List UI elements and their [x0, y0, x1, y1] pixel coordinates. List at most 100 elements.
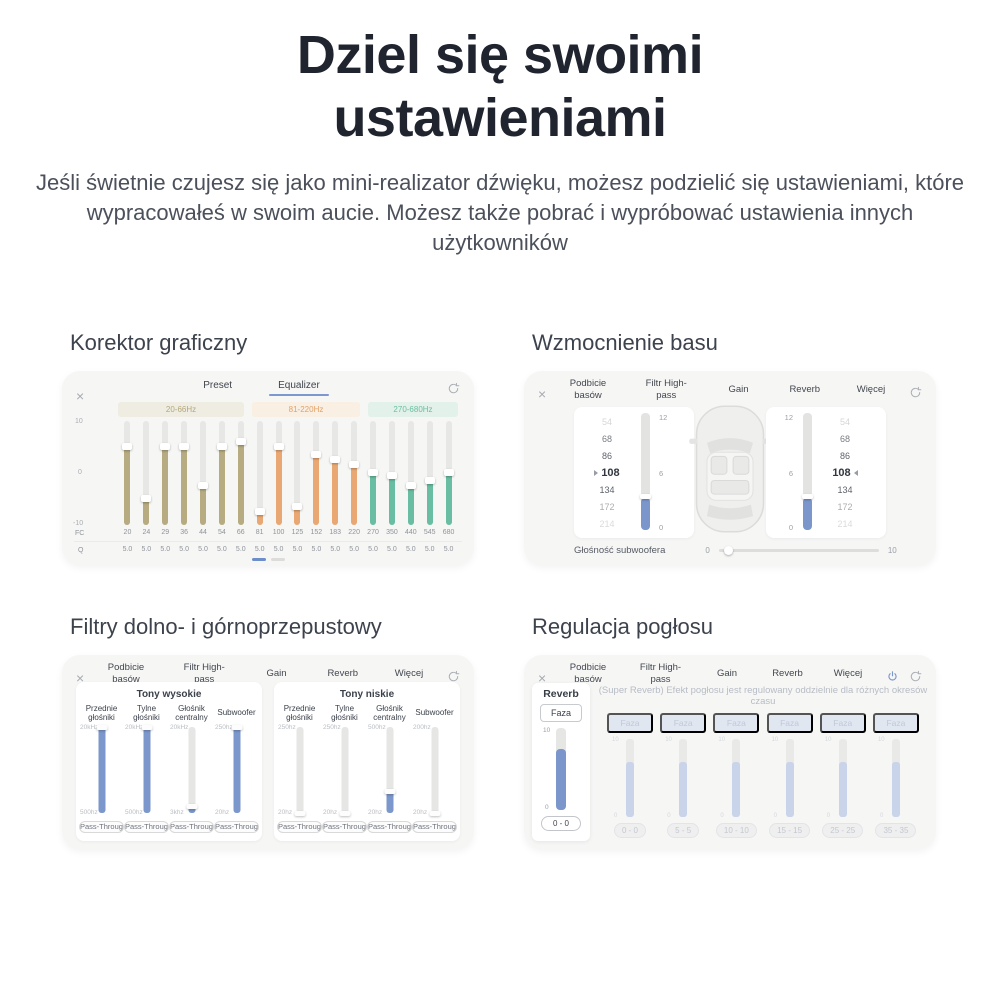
tab-wi-cej[interactable]: Więcej	[849, 384, 893, 401]
phase-button-disabled[interactable]: Faza	[660, 713, 707, 733]
tab-wi-cej[interactable]: Więcej	[387, 668, 431, 685]
eq-slider-track[interactable]	[349, 421, 360, 525]
pagination-dot[interactable]	[251, 558, 266, 561]
range-button-disabled[interactable]: 25 - 25	[822, 823, 864, 838]
tab-filtr-high-pass[interactable]: Filtr High-pass	[176, 662, 232, 690]
eq-slider-track[interactable]	[368, 421, 379, 525]
filter-slider[interactable]: 250hz 20hz	[277, 724, 322, 816]
level-slider[interactable]	[795, 413, 819, 532]
phase-button[interactable]: Faza	[540, 704, 582, 722]
slider-track[interactable]	[141, 725, 152, 813]
refresh-icon[interactable]	[447, 382, 460, 395]
eq-slider-handle[interactable]	[424, 476, 435, 484]
slider-track[interactable]	[785, 739, 794, 817]
slider-track[interactable]	[429, 727, 440, 816]
pass-through-button[interactable]: Pass-Through	[277, 821, 322, 833]
channel-slider[interactable]: 10 0	[659, 737, 707, 819]
close-icon[interactable]: ×	[76, 670, 85, 686]
eq-slider-track[interactable]	[160, 421, 171, 525]
slider-track[interactable]	[801, 413, 813, 530]
slider-handle[interactable]	[294, 811, 305, 816]
pagination-dot[interactable]	[270, 558, 285, 561]
eq-slider-handle[interactable]	[160, 443, 171, 450]
close-icon[interactable]: ×	[538, 386, 547, 402]
eq-slider-track[interactable]	[330, 421, 341, 525]
slider-handle[interactable]	[339, 811, 350, 816]
filter-slider[interactable]: 20kHz 3khz	[169, 724, 214, 816]
reverb-level-slider[interactable]: 10 0	[532, 726, 590, 812]
range-button-disabled[interactable]: 0 - 0	[613, 823, 646, 838]
wheel-value[interactable]: 68	[819, 430, 871, 447]
wheel-value[interactable]: 108	[819, 464, 871, 481]
eq-slider-handle[interactable]	[330, 456, 341, 463]
eq-slider-track[interactable]	[292, 421, 303, 525]
tab-gain[interactable]: Gain	[705, 668, 749, 685]
slider-handle[interactable]	[186, 804, 197, 810]
tab-podbicie-bas-w[interactable]: Podbicie basów	[560, 662, 616, 690]
wheel-value[interactable]: 86	[581, 447, 633, 464]
close-icon[interactable]: ×	[538, 670, 547, 686]
eq-slider-handle[interactable]	[198, 482, 208, 489]
filter-slider[interactable]: 250hz 20hz	[322, 724, 367, 816]
tab-equalizer[interactable]: Equalizer	[269, 380, 329, 396]
slider-track[interactable]	[639, 413, 651, 530]
eq-slider-handle[interactable]	[386, 471, 397, 479]
tab-wi-cej[interactable]: Więcej	[826, 668, 870, 685]
phase-button-disabled[interactable]: Faza	[607, 713, 653, 733]
eq-slider-track[interactable]	[235, 421, 246, 525]
slider-handle[interactable]	[141, 725, 152, 730]
eq-slider-track[interactable]	[273, 421, 284, 525]
wheel-value[interactable]: 134	[581, 481, 633, 498]
wheel-value[interactable]: 172	[819, 498, 871, 515]
wheel-value[interactable]: 54	[581, 413, 633, 430]
channel-slider[interactable]: 10 0	[606, 737, 654, 819]
tab-podbicie-bas-w[interactable]: Podbicie basów	[98, 662, 154, 690]
slider-track[interactable]	[339, 727, 350, 816]
slider-track[interactable]	[231, 725, 242, 813]
eq-slider-track[interactable]	[311, 421, 322, 525]
range-button[interactable]: 0 - 0	[540, 816, 581, 831]
phase-button-disabled[interactable]: Faza	[713, 713, 760, 733]
close-icon[interactable]: ×	[76, 388, 85, 404]
eq-slider-track[interactable]	[122, 421, 133, 525]
slider-handle[interactable]	[801, 494, 813, 500]
refresh-icon[interactable]	[909, 670, 922, 683]
eq-slider-handle[interactable]	[311, 450, 322, 458]
wheel-value[interactable]: 134	[819, 481, 871, 498]
level-slider[interactable]	[633, 413, 657, 532]
tab-reverb[interactable]: Reverb	[783, 384, 827, 401]
wheel-value[interactable]: 54	[819, 413, 871, 430]
slider-track[interactable]	[186, 727, 197, 813]
wheel-value[interactable]: 86	[819, 447, 871, 464]
pass-through-button[interactable]: Pass-Through	[322, 821, 367, 833]
slider-track[interactable]	[384, 727, 395, 813]
eq-slider-track[interactable]	[216, 421, 227, 525]
refresh-icon[interactable]	[447, 670, 460, 683]
frequency-wheel[interactable]: 54 68 86 108 134 172 214	[819, 413, 871, 532]
pass-through-button[interactable]: Pass-Through	[169, 821, 214, 833]
wheel-value[interactable]: 68	[581, 430, 633, 447]
wheel-value[interactable]: 108	[581, 464, 633, 481]
tab-gain[interactable]: Gain	[717, 384, 761, 401]
pass-through-button[interactable]: Pass-Through	[412, 821, 457, 833]
wheel-value[interactable]: 214	[581, 515, 633, 532]
eq-slider-track[interactable]	[179, 421, 190, 525]
slider-handle[interactable]	[723, 546, 733, 555]
channel-slider[interactable]: 10 0	[712, 737, 760, 819]
tab-preset[interactable]: Preset	[203, 380, 232, 396]
range-button-disabled[interactable]: 5 - 5	[667, 823, 700, 838]
slider-track[interactable]	[556, 728, 566, 810]
eq-slider-handle[interactable]	[349, 461, 360, 469]
eq-slider-track[interactable]	[198, 421, 208, 525]
eq-slider-handle[interactable]	[122, 443, 133, 450]
channel-slider[interactable]: 10 0	[872, 737, 920, 819]
eq-slider-track[interactable]	[405, 421, 416, 525]
subwoofer-volume-slider[interactable]	[718, 546, 879, 555]
slider-track[interactable]	[732, 739, 741, 817]
phase-button-disabled[interactable]: Faza	[819, 713, 866, 733]
filter-slider[interactable]: 20kHz 500hz	[79, 724, 124, 816]
eq-slider-handle[interactable]	[292, 502, 303, 510]
phase-button-disabled[interactable]: Faza	[766, 713, 813, 733]
eq-slider-track[interactable]	[424, 421, 435, 525]
tab-podbicie-bas-w[interactable]: Podbicie basów	[560, 378, 616, 406]
